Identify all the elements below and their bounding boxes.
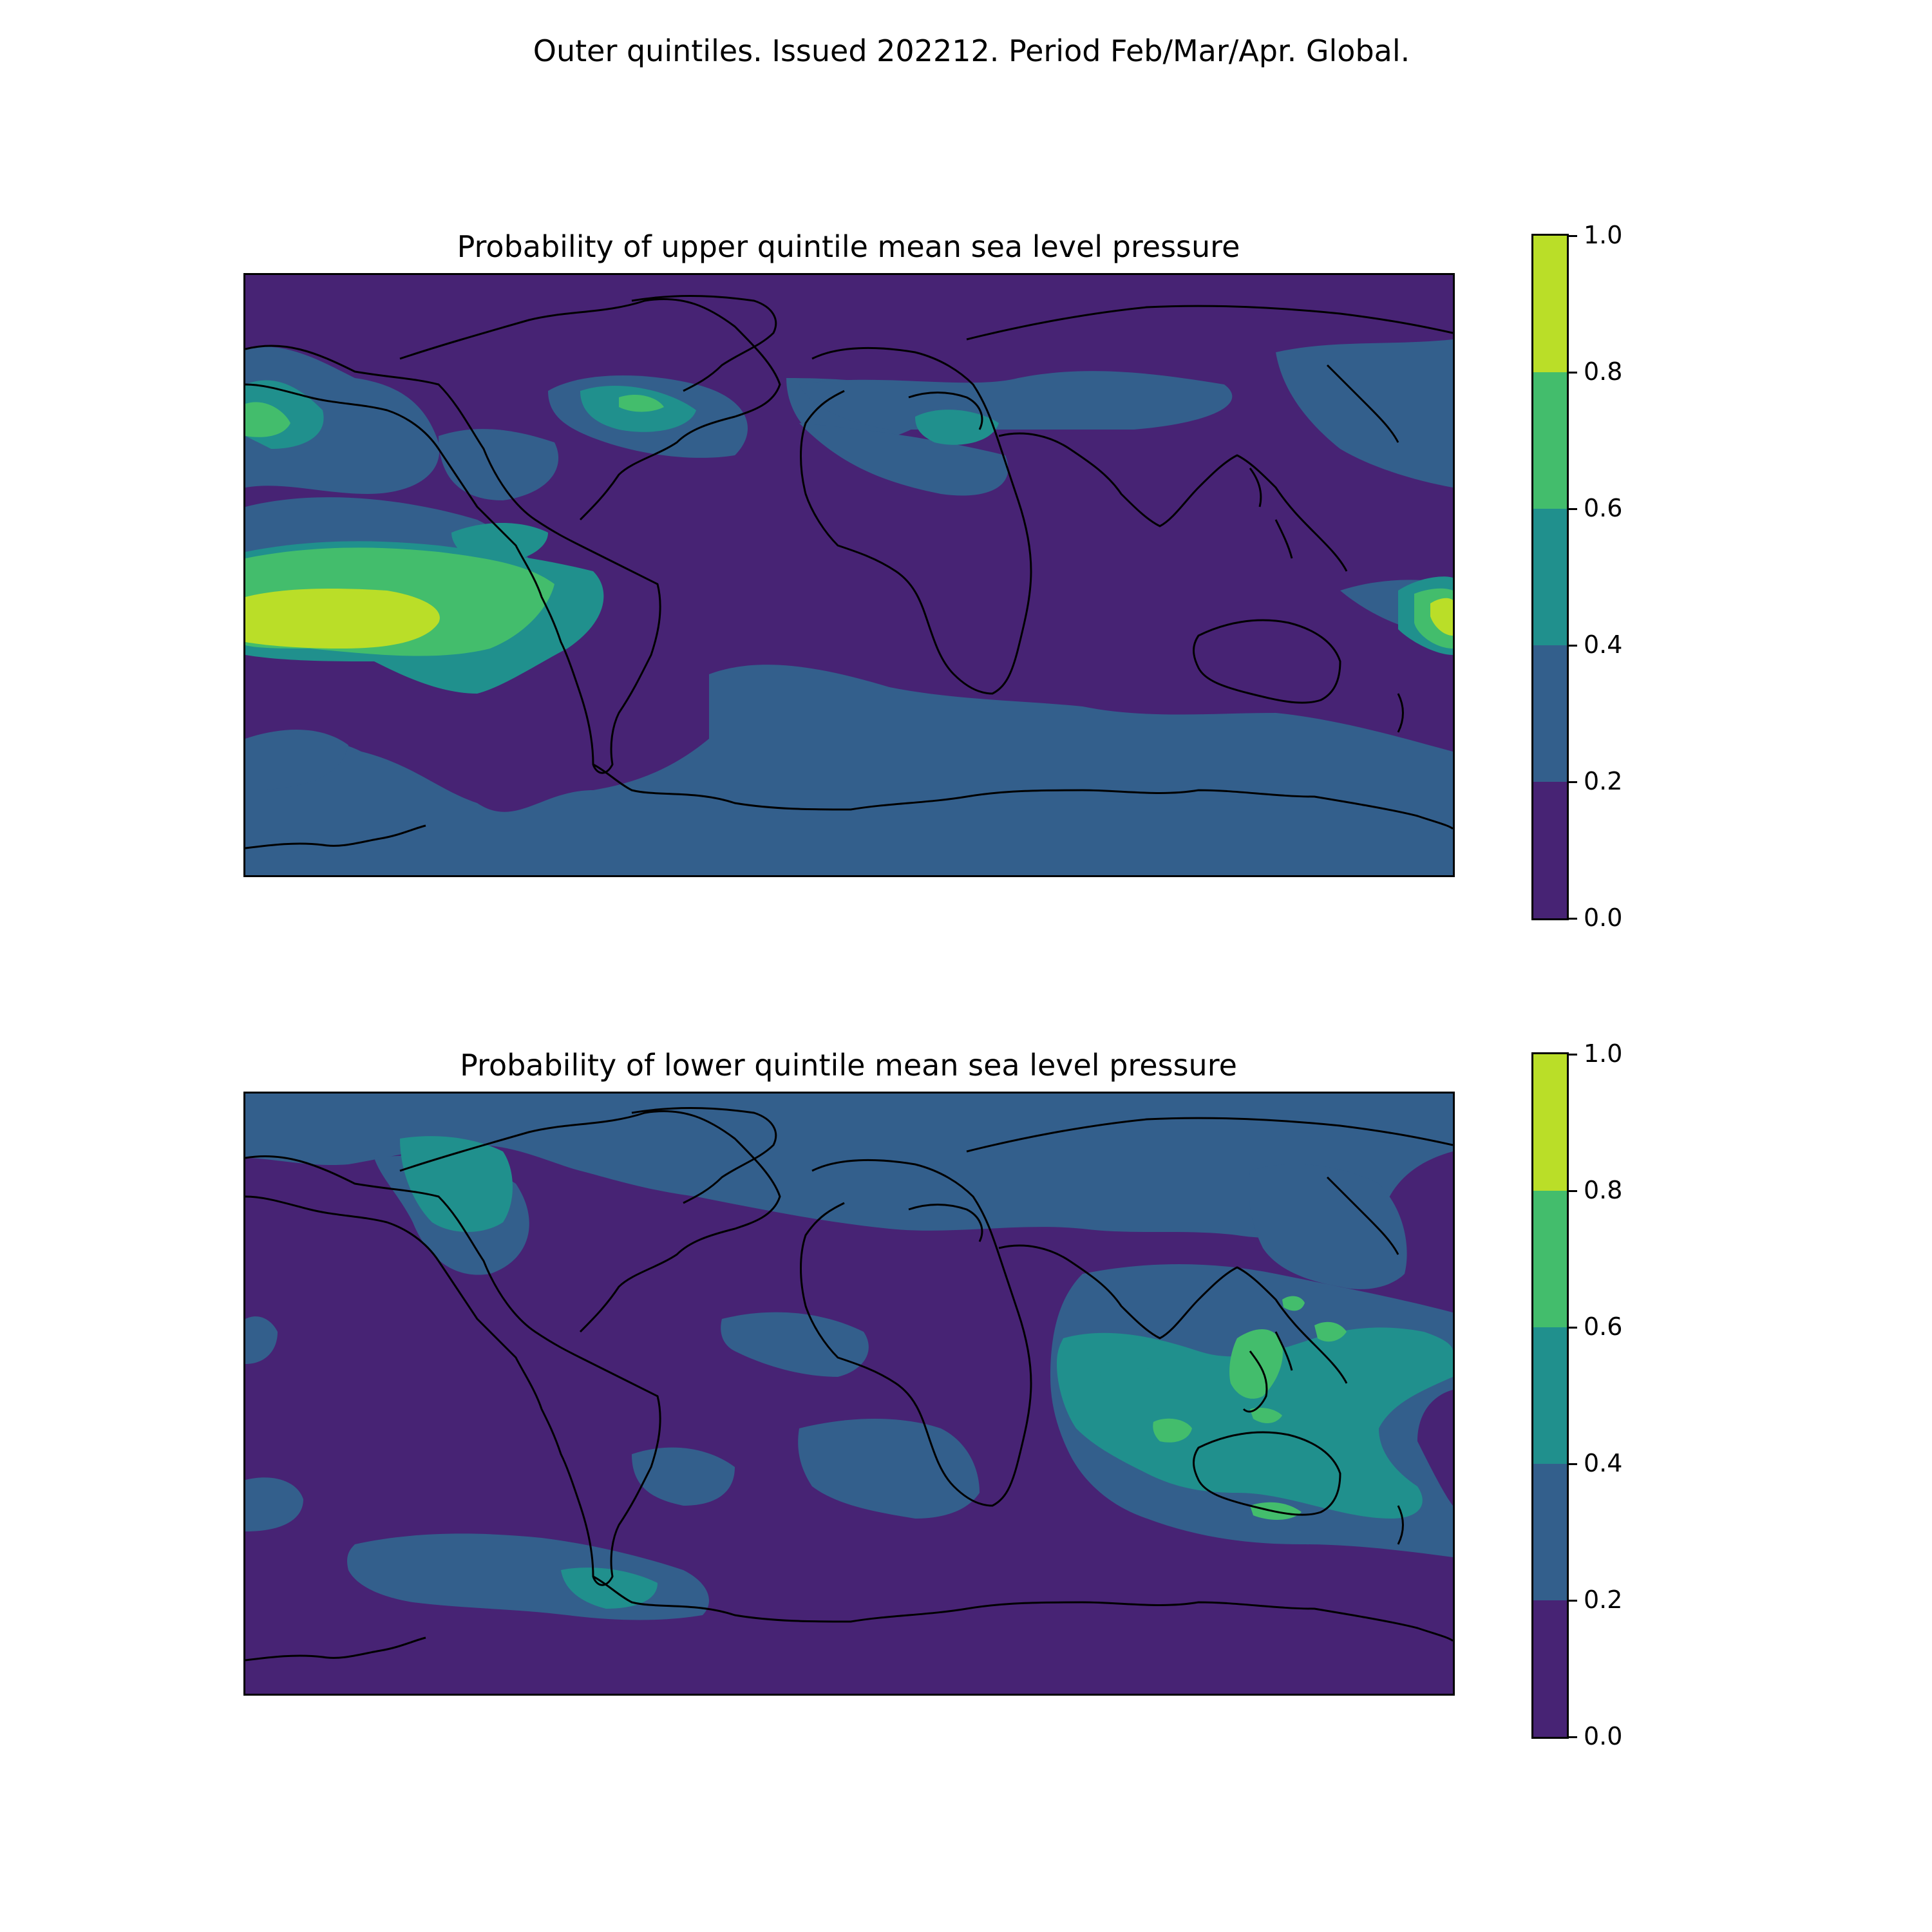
colorbar-upper-ticks: 0.0 0.2 0.4 0.6 0.8 1.0 bbox=[1567, 221, 1696, 932]
tick-label: 1.0 bbox=[1584, 221, 1623, 249]
tick-label: 0.0 bbox=[1584, 1722, 1623, 1750]
regions-0.4-0.6 bbox=[400, 1136, 1453, 1609]
map-lower-quintile bbox=[243, 1092, 1455, 1696]
tick-label: 1.0 bbox=[1584, 1039, 1623, 1068]
tick-label: 0.2 bbox=[1584, 1586, 1623, 1614]
panel-lower-title: Probability of lower quintile mean sea l… bbox=[460, 1048, 1237, 1083]
coastlines bbox=[245, 295, 1453, 849]
figure-title: Outer quintiles. Issued 202212. Period F… bbox=[533, 33, 1410, 68]
tick-label: 0.0 bbox=[1584, 904, 1623, 932]
tick-label: 0.4 bbox=[1584, 1449, 1623, 1477]
map-upper-quintile bbox=[243, 273, 1455, 877]
tick-label: 0.8 bbox=[1584, 357, 1623, 386]
tick-label: 0.6 bbox=[1584, 494, 1623, 522]
tick-label: 0.6 bbox=[1584, 1312, 1623, 1341]
tick-label: 0.8 bbox=[1584, 1176, 1623, 1204]
colorbar-lower bbox=[1531, 1052, 1569, 1739]
tick-label: 0.2 bbox=[1584, 767, 1623, 795]
coastlines bbox=[245, 1107, 1453, 1662]
colorbar-upper bbox=[1531, 234, 1569, 920]
panel-upper-title: Probability of upper quintile mean sea l… bbox=[457, 229, 1240, 264]
tick-label: 0.4 bbox=[1584, 630, 1623, 659]
colorbar-lower-ticks: 0.0 0.2 0.4 0.6 0.8 1.0 bbox=[1567, 1039, 1696, 1750]
regions-0.8-1.0 bbox=[245, 589, 1453, 649]
